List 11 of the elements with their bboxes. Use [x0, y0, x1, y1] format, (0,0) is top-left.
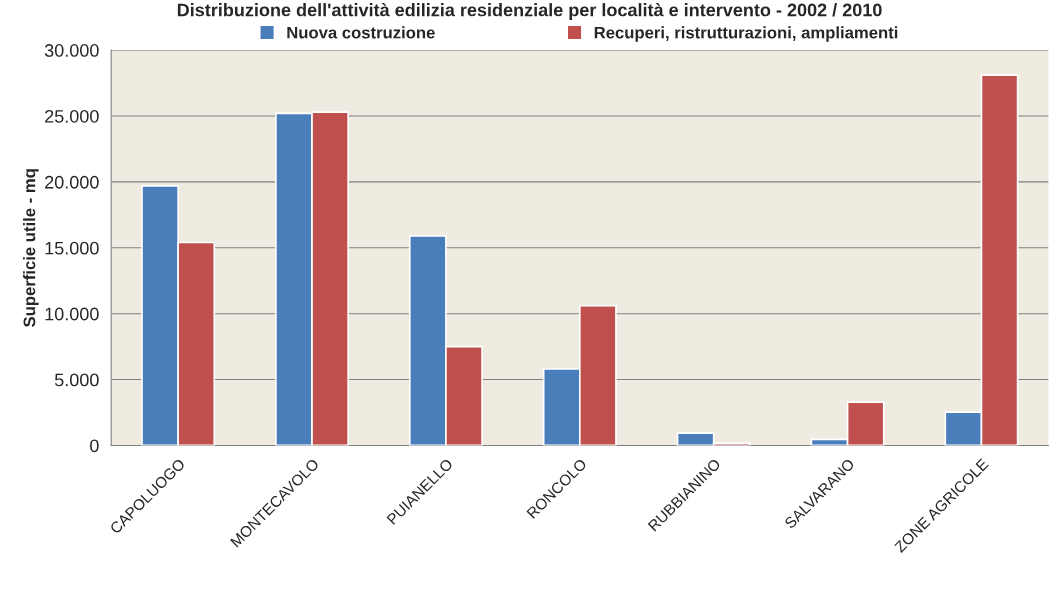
y-tick-label: 20.000 — [45, 175, 99, 189]
y-tick-label: 10.000 — [45, 307, 99, 321]
y-tick-label: 0 — [90, 439, 99, 453]
y-tick-label: 15.000 — [45, 241, 99, 255]
y-axis-title: Superficie utile - mq — [23, 169, 39, 327]
legend-label: Nuova costruzione — [287, 26, 435, 39]
legend-label: Recuperi, ristrutturazioni, ampliamenti — [594, 26, 898, 42]
chart-title: Distribuzione dell'attività edilizia residenziale per località e intervento - 2002 / 2010 — [177, 2, 882, 20]
y-tick-label: 5.000 — [54, 373, 99, 387]
y-tick-label: 25.000 — [45, 109, 99, 123]
y-tick-label: 30.000 — [44, 44, 99, 57]
